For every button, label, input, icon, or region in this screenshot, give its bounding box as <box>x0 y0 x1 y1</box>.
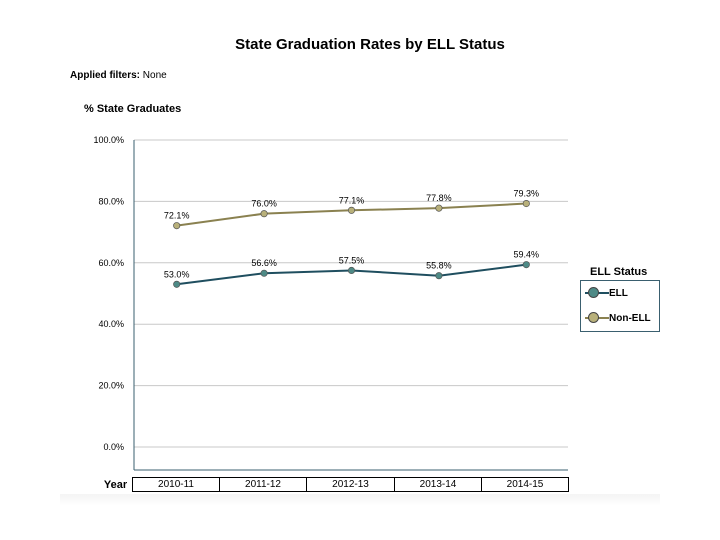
data-label: 53.0% <box>164 269 190 279</box>
data-point <box>173 222 181 230</box>
data-point <box>522 199 530 208</box>
data-point <box>347 266 356 275</box>
data-point <box>522 261 530 269</box>
legend-item-non-ell[interactable]: Non-ELL <box>581 309 659 327</box>
data-label: 55.8% <box>426 261 452 271</box>
data-point <box>435 204 443 212</box>
data-point <box>347 206 356 214</box>
chart-title: State Graduation Rates by ELL Status <box>235 36 505 53</box>
x-axis-table: Year 2010-11 2011-12 2012-13 2013-14 201… <box>99 477 569 492</box>
data-label: 79.3% <box>514 189 540 199</box>
x-tick-label: 2011-12 <box>220 477 307 492</box>
y-tick-label: 40.0% <box>98 319 124 329</box>
legend-swatch-non-ell <box>581 309 609 327</box>
legend-title: ELL Status <box>590 266 648 278</box>
y-axis-label: % State Graduates <box>84 103 182 115</box>
applied-filters-value: None <box>142 70 167 81</box>
legend-label: ELL <box>609 287 628 299</box>
y-tick-label: 100.0% <box>93 135 124 145</box>
data-label: 77.8% <box>426 193 452 203</box>
data-point <box>435 272 443 280</box>
data-label: 56.6% <box>251 258 277 268</box>
x-tick-label: 2013-14 <box>395 477 482 492</box>
footer-shade <box>60 494 660 506</box>
data-label: 76.0% <box>251 199 277 209</box>
legend: ELL Non-ELL <box>580 280 660 332</box>
x-tick-label: 2010-11 <box>132 477 220 492</box>
data-label: 57.5% <box>339 255 365 265</box>
legend-swatch-ell <box>581 284 609 302</box>
y-tick-label: 20.0% <box>98 381 124 391</box>
data-label: 77.1% <box>339 195 365 205</box>
y-tick-label: 80.0% <box>98 196 124 206</box>
data-point <box>260 210 268 218</box>
x-tick-label: 2014-15 <box>482 477 569 492</box>
data-label: 72.1% <box>164 211 190 221</box>
legend-item-ell[interactable]: ELL <box>581 284 659 302</box>
x-axis-label: Year <box>103 478 128 491</box>
y-tick-label: 60.0% <box>98 258 124 268</box>
data-point <box>173 280 181 288</box>
applied-filters-label: Applied filters: <box>70 70 141 81</box>
data-label: 59.4% <box>514 250 540 260</box>
x-tick-label: 2012-13 <box>307 477 395 492</box>
legend-label: Non-ELL <box>609 312 651 324</box>
data-point <box>260 269 268 277</box>
y-tick-label: 0.0% <box>103 442 124 452</box>
applied-filters: Applied filters: None <box>70 70 167 81</box>
